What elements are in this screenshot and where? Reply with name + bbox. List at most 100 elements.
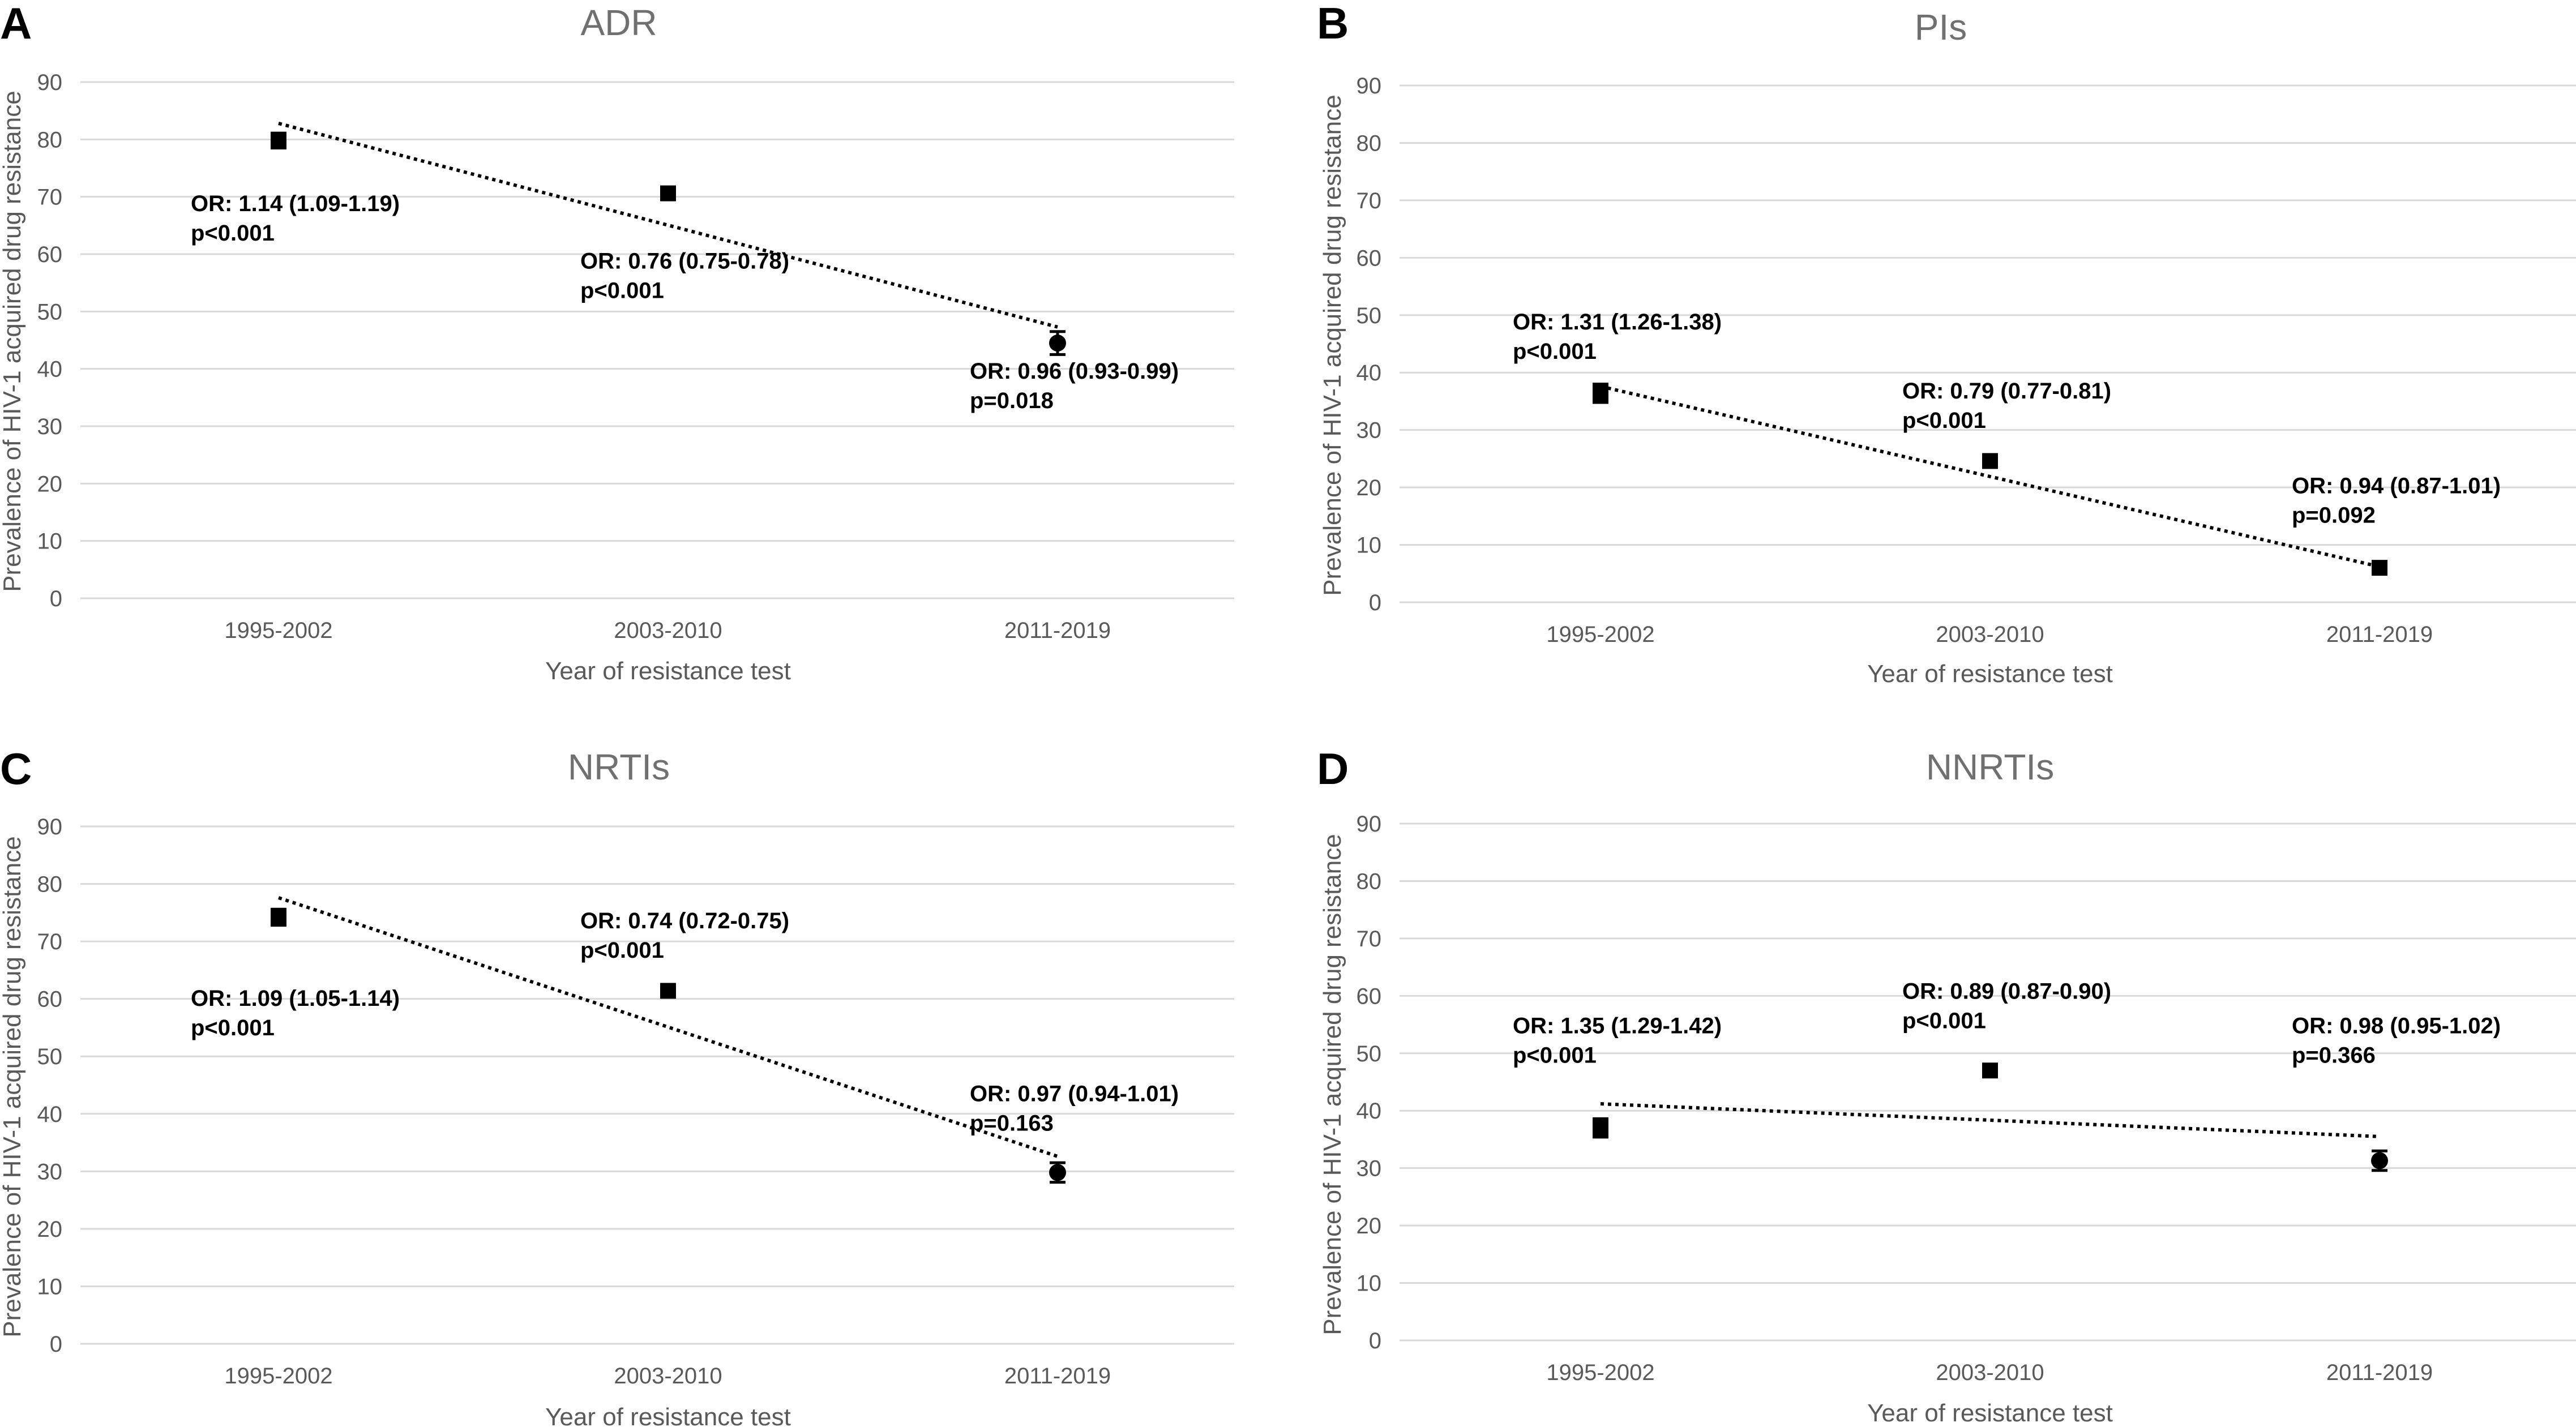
chart-title: NRTIs (568, 747, 670, 787)
data-point (271, 132, 286, 149)
y-axis-label: Prevalence of HIV-1 acquired drug resist… (0, 836, 26, 1337)
y-tick-label: 20 (37, 472, 63, 496)
panel-letter: C (0, 744, 32, 794)
y-axis-label: Prevalence of HIV-1 acquired drug resist… (1319, 834, 1346, 1335)
annotation-p: p=0.366 (2292, 1043, 2376, 1068)
y-tick-label: 60 (37, 242, 63, 267)
y-tick-label: 30 (37, 1159, 63, 1184)
data-point (2371, 1152, 2388, 1169)
x-tick-label: 2011-2019 (1004, 618, 1111, 643)
annotation-p: p=0.092 (2292, 503, 2376, 528)
x-tick-label: 2003-2010 (614, 1364, 722, 1389)
y-tick-label: 20 (1357, 1214, 1382, 1239)
data-point (1593, 1120, 1608, 1136)
y-tick-label: 50 (1357, 1042, 1382, 1066)
y-tick-label: 50 (37, 1044, 63, 1069)
data-point (1982, 1062, 1998, 1079)
x-tick-label: 2011-2019 (2326, 1360, 2433, 1385)
y-tick-label: 70 (1357, 927, 1382, 952)
annotation-or: OR: 0.97 (0.94-1.01) (970, 1081, 1179, 1106)
y-tick-label: 0 (50, 1332, 62, 1357)
plot-area: 0 10 20 30 40 50 60 70 80 90 1995-2002 2003-2010 201… (37, 70, 1234, 643)
x-tick-label: 1995-2002 (224, 618, 332, 643)
annotation-or: OR: 1.14 (1.09-1.19) (191, 191, 400, 216)
x-tick-label: 2003-2010 (1936, 1360, 2044, 1385)
chart-title: NNRTIs (1926, 747, 2054, 787)
annotation-or: OR: 1.35 (1.29-1.42) (1513, 1013, 1722, 1038)
trend-line (1600, 384, 2380, 569)
annotation-p: p<0.001 (1902, 408, 1986, 433)
x-axis-label: Year of resistance test (1867, 1399, 2113, 1427)
annotation-p: p=0.018 (970, 388, 1054, 413)
data-point (1049, 335, 1066, 352)
x-axis-label: Year of resistance test (1867, 660, 2113, 688)
y-tick-label: 90 (1357, 812, 1382, 837)
data-point (1982, 453, 1998, 469)
x-tick-label: 1995-2002 (1546, 622, 1654, 647)
y-tick-label: 30 (1357, 418, 1382, 443)
y-tick-label: 70 (37, 185, 63, 210)
y-tick-label: 20 (37, 1217, 63, 1242)
y-tick-label: 70 (1357, 188, 1382, 213)
y-axis-label: Prevalence of HIV-1 acquired drug resist… (0, 91, 26, 592)
annotation-or: OR: 0.89 (0.87-0.90) (1902, 979, 2111, 1004)
y-tick-label: 80 (37, 872, 63, 897)
data-point (2372, 560, 2387, 576)
chart-title: ADR (580, 2, 657, 43)
y-tick-label: 40 (37, 357, 63, 382)
y-tick-label: 0 (1369, 590, 1381, 615)
y-tick-label: 80 (1357, 131, 1382, 156)
annotation-or: OR: 0.98 (0.95-1.02) (2292, 1013, 2501, 1038)
y-tick-label: 30 (37, 414, 63, 439)
panel-b: B PIs Prevalence of HIV-1 acquired drug … (1317, 0, 2576, 688)
y-tick-label: 10 (1357, 1271, 1382, 1296)
annotation-p: p<0.001 (580, 278, 664, 303)
y-axis-label: Prevalence of HIV-1 acquired drug resist… (1319, 95, 1346, 595)
y-tick-label: 90 (1357, 74, 1382, 98)
annotation-or: OR: 0.96 (0.93-0.99) (970, 359, 1179, 384)
annotation-or: OR: 1.31 (1.26-1.38) (1513, 310, 1722, 335)
y-tick-label: 90 (37, 70, 63, 95)
y-tick-label: 0 (1369, 1329, 1381, 1353)
y-tick-label: 80 (1357, 869, 1382, 894)
annotation-p: p<0.001 (1513, 1043, 1597, 1068)
y-tick-label: 40 (37, 1102, 63, 1127)
y-tick-label: 20 (1357, 475, 1382, 500)
y-tick-label: 50 (1357, 303, 1382, 328)
y-tick-label: 60 (1357, 246, 1382, 271)
y-tick-label: 10 (37, 529, 63, 554)
y-tick-label: 50 (37, 299, 63, 324)
x-axis-label: Year of resistance test (545, 1403, 791, 1427)
plot-area: 0 10 20 30 40 50 60 70 80 90 1995-2002 2003-2010 201… (37, 815, 1234, 1389)
trend-line (1600, 1102, 2380, 1138)
data-point (1049, 1164, 1066, 1181)
y-tick-label: 40 (1357, 361, 1382, 385)
annotation-p: p<0.001 (1513, 339, 1597, 364)
x-tick-label: 1995-2002 (1546, 1360, 1654, 1385)
annotation-p: p=0.163 (970, 1111, 1054, 1135)
x-tick-label: 1995-2002 (224, 1364, 332, 1389)
panel-a: A ADR Prevalence of HIV-1 acquired drug … (0, 0, 1234, 685)
y-tick-label: 90 (37, 815, 63, 839)
x-axis-label: Year of resistance test (545, 657, 791, 685)
y-tick-label: 10 (37, 1274, 63, 1299)
y-tick-label: 30 (1357, 1156, 1382, 1181)
data-point (660, 185, 676, 202)
y-tick-label: 80 (37, 127, 63, 152)
annotation-p: p<0.001 (191, 1015, 275, 1040)
annotation-or: OR: 0.74 (0.72-0.75) (580, 909, 789, 933)
annotation-p: p<0.001 (1902, 1008, 1986, 1033)
x-tick-label: 2011-2019 (2326, 622, 2433, 647)
annotation-or: OR: 1.09 (1.05-1.14) (191, 986, 400, 1011)
y-tick-label: 60 (37, 987, 63, 1012)
x-tick-label: 2011-2019 (1004, 1364, 1111, 1389)
trend-line (278, 122, 1058, 329)
x-tick-label: 2003-2010 (614, 618, 722, 643)
y-tick-label: 40 (1357, 1099, 1382, 1124)
panel-letter: D (1317, 744, 1349, 794)
y-tick-label: 60 (1357, 984, 1382, 1009)
annotation-or: OR: 0.79 (0.77-0.81) (1902, 379, 2111, 404)
x-tick-label: 2003-2010 (1936, 622, 2044, 647)
panel-c: C NRTIs Prevalence of HIV-1 acquired dru… (0, 744, 1234, 1427)
